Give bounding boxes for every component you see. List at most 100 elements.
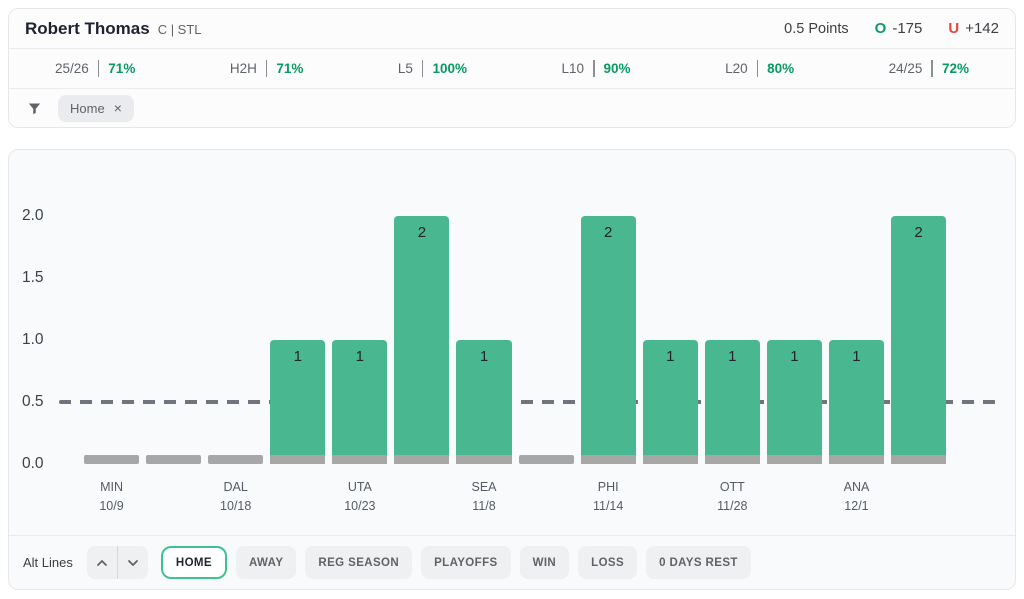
x-axis-label: [643, 478, 698, 517]
stat-divider: [931, 60, 933, 77]
over-odds-button[interactable]: O -175: [875, 20, 923, 37]
under-odds-button[interactable]: U +142: [948, 20, 999, 37]
bar-game-2[interactable]: [208, 216, 264, 464]
x-axis-label: [270, 478, 325, 517]
x-axis-label: PHI 11/14: [581, 478, 636, 517]
bar-game-10[interactable]: 1: [704, 216, 760, 464]
filter-button-home[interactable]: HOME: [160, 546, 227, 579]
x-label-date: 10/23: [344, 499, 376, 514]
filter-chip-home[interactable]: Home ×: [58, 94, 134, 122]
stat-24-25[interactable]: 24/25 72%: [889, 60, 969, 77]
chart-card: 2.0 1.5 1.0 0.5 0.0 1 1 2 1 2 1 1 1 1 2 MIN 10/9 DAL 10/…: [8, 149, 1016, 590]
y-axis-tick: 0.5: [22, 393, 44, 410]
stat-label: L10: [561, 61, 585, 76]
line-down-button[interactable]: [118, 546, 148, 579]
filter-button-reg-season[interactable]: REG SEASON: [305, 546, 413, 579]
x-axis-label: DAL 10/18: [208, 478, 263, 517]
bar-game-7[interactable]: [518, 216, 574, 464]
bar: 1: [332, 340, 388, 464]
bar-value-label: 1: [479, 348, 489, 365]
bar-game-12[interactable]: 1: [828, 216, 885, 464]
stat-l5[interactable]: L5 100%: [398, 60, 467, 77]
filter-row: Home ×: [9, 89, 1015, 127]
bar-game-0[interactable]: [84, 216, 140, 464]
threshold-line: [59, 400, 996, 404]
close-icon[interactable]: ×: [113, 100, 122, 116]
bar-value-label: 1: [790, 348, 799, 365]
bars: 1 1 2 1 2 1 1 1 1 2: [84, 216, 947, 464]
filter-button-away[interactable]: AWAY: [235, 546, 297, 579]
chevron-up-icon: [96, 559, 108, 567]
x-axis-label: [891, 478, 946, 517]
bar-game-3[interactable]: 1: [270, 216, 326, 464]
stat-value: 71%: [108, 61, 136, 76]
player-prop-card: Robert Thomas C | STL 0.5 Points O -175 …: [8, 8, 1016, 128]
bar-game-13[interactable]: 2: [891, 216, 947, 464]
bar-game-5[interactable]: 2: [394, 216, 450, 464]
x-axis-label: [767, 478, 822, 517]
stat-h2h[interactable]: H2H 71%: [229, 60, 303, 77]
bar-value-label: 1: [852, 348, 861, 365]
bar-base: [891, 455, 947, 464]
line-up-button[interactable]: [87, 546, 117, 579]
bar: 1: [456, 340, 512, 464]
stat-value: 80%: [767, 61, 795, 76]
stat-value: 90%: [603, 61, 631, 76]
bar-value-label: 1: [728, 348, 737, 365]
stat-divider: [421, 60, 424, 77]
prop-line-label: 0.5 Points: [784, 20, 849, 37]
bar: 1: [766, 340, 822, 464]
bar: 1: [828, 340, 885, 464]
zero-bar: [84, 455, 140, 464]
header-row: Robert Thomas C | STL 0.5 Points O -175 …: [9, 9, 1015, 49]
stepper-divider: [116, 546, 118, 579]
stat-l20[interactable]: L20 80%: [725, 60, 794, 77]
x-axis-label: [394, 478, 449, 517]
bar: 2: [394, 216, 450, 464]
over-odds-value: -175: [892, 20, 923, 37]
bar-base: [580, 455, 636, 464]
x-label-team: MIN: [100, 480, 123, 494]
player-info: Robert Thomas C | STL: [25, 19, 202, 39]
filter-button-loss[interactable]: LOSS: [578, 546, 638, 579]
bar-chart: 2.0 1.5 1.0 0.5 0.0 1 1 2 1 2 1 1 1 1 2 MIN 10/9 DAL 10/…: [9, 150, 1015, 535]
bar-game-11[interactable]: 1: [766, 216, 822, 464]
chevron-down-icon: [127, 559, 139, 567]
bar-game-6[interactable]: 1: [456, 216, 512, 464]
filter-button-playoffs[interactable]: PLAYOFFS: [421, 546, 511, 579]
bar-game-9[interactable]: 1: [642, 216, 698, 464]
bar-game-4[interactable]: 1: [332, 216, 388, 464]
x-label-date: 12/1: [844, 499, 869, 514]
x-label-team: PHI: [597, 480, 619, 494]
bar-base: [394, 455, 450, 464]
filter-button-0-days-rest[interactable]: 0 DAYS REST: [646, 546, 751, 579]
stat-label: L20: [725, 61, 748, 76]
zero-bar: [146, 455, 202, 464]
stat-25-26[interactable]: 25/26 71%: [55, 60, 135, 77]
x-label-date: 11/8: [472, 499, 496, 514]
over-icon: O: [874, 20, 887, 37]
y-axis-tick: 2.0: [22, 207, 44, 224]
filter-chip-label: Home: [70, 100, 105, 116]
bar-value-label: 2: [417, 224, 427, 241]
under-icon: U: [948, 20, 960, 37]
bar-game-1[interactable]: [146, 216, 202, 464]
stat-l10[interactable]: L10 90%: [561, 60, 631, 77]
bar-base: [270, 455, 326, 464]
chart-controls: Alt Lines HOME AWAY REG SEASON PLAYOFFS WIN L…: [9, 535, 1015, 589]
bar-value-label: 2: [914, 224, 923, 241]
x-axis-label: SEA 11/8: [456, 478, 511, 517]
stat-divider: [593, 60, 595, 77]
bar-base: [828, 455, 885, 464]
x-axis-label: OTT 11/28: [705, 478, 760, 517]
alt-lines-label: Alt Lines: [23, 555, 73, 570]
player-name: Robert Thomas: [25, 18, 150, 38]
x-labels: MIN 10/9 DAL 10/18 UTA 10/23 SEA 11/8 PHI 11/14 OT…: [84, 478, 946, 517]
stat-label: H2H: [229, 61, 257, 76]
bar-game-8[interactable]: 2: [580, 216, 636, 464]
x-axis-label: ANA 12/1: [829, 478, 884, 517]
x-label-date: 10/9: [99, 499, 124, 514]
bar: 1: [704, 340, 760, 464]
x-axis-label: MIN 10/9: [84, 478, 139, 517]
filter-button-win[interactable]: WIN: [519, 546, 570, 579]
